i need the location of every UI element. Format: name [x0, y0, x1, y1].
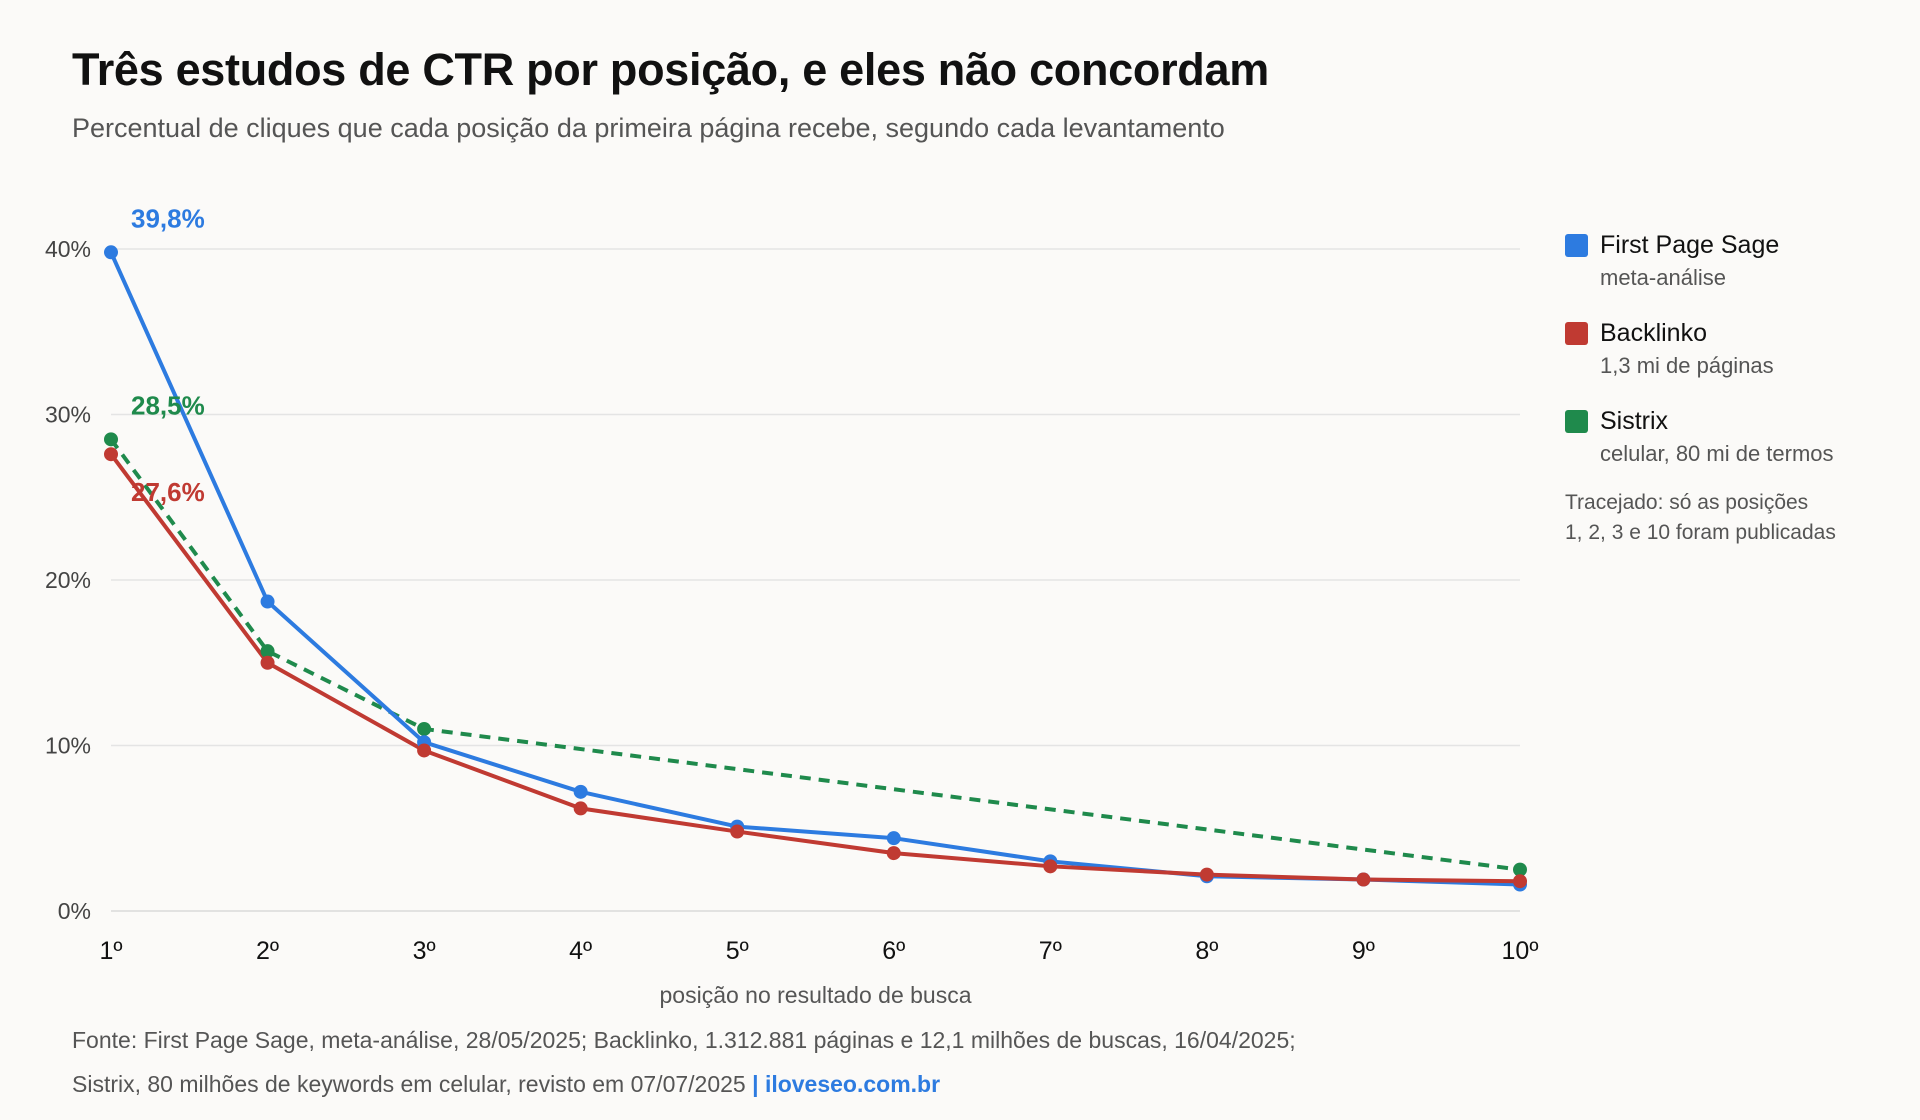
x-tick-label: 7º: [1039, 937, 1062, 965]
legend-name: Sistrix: [1600, 407, 1669, 435]
data-point: [417, 743, 432, 758]
data-point: [260, 644, 275, 659]
data-point: [1513, 862, 1527, 877]
x-tick-label: 10º: [1502, 937, 1539, 965]
legend-desc: meta-análise: [1600, 265, 1726, 290]
data-point: [104, 245, 118, 260]
chart-title: Três estudos de CTR por posição, e eles …: [72, 44, 1269, 95]
legend-desc: celular, 80 mi de termos: [1600, 441, 1834, 466]
data-point: [1199, 867, 1214, 882]
x-tick-label: 5º: [726, 937, 749, 965]
source-line-2: Sistrix, 80 milhões de keywords em celul…: [72, 1062, 1296, 1106]
data-label: 28,5%: [131, 390, 205, 420]
legend: First Page Sage meta-análise Backlinko 1…: [1565, 228, 1905, 548]
legend-note-line: 1, 2, 3 e 10 foram publicadas: [1565, 521, 1836, 544]
data-point: [886, 846, 901, 861]
data-point: [573, 784, 588, 799]
data-point: [1043, 859, 1058, 874]
legend-item-first-page-sage: First Page Sage meta-análise: [1565, 228, 1905, 316]
x-tick-label: 9º: [1352, 937, 1375, 965]
chart-subtitle: Percentual de cliques que cada posição d…: [72, 113, 1225, 143]
source-separator: |: [752, 1071, 759, 1097]
x-tick-label: 2º: [256, 937, 279, 965]
legend-note: Tracejado: só as posições 1, 2, 3 e 10 f…: [1565, 488, 1905, 548]
x-tick-label: 6º: [882, 937, 905, 965]
series-line-backlinko: [109, 452, 1522, 884]
data-point: [260, 594, 275, 609]
data-label: 39,8%: [131, 203, 205, 233]
data-point: [104, 432, 118, 447]
x-axis-label: posição no resultado de busca: [660, 982, 972, 1008]
source-text: Sistrix, 80 milhões de keywords em celul…: [72, 1071, 746, 1097]
y-tick-label: 30%: [45, 402, 91, 428]
data-point: [730, 824, 745, 839]
legend-swatch-sistrix: [1565, 410, 1588, 433]
x-tick-label: 3º: [413, 937, 436, 965]
source-line: Fonte: First Page Sage, meta-análise, 28…: [72, 1027, 1296, 1053]
source-note: Fonte: First Page Sage, meta-análise, 28…: [72, 1018, 1296, 1106]
y-tick-label: 20%: [45, 567, 91, 593]
data-point: [886, 831, 901, 846]
legend-note-line: Tracejado: só as posições: [1565, 491, 1809, 514]
legend-desc: 1,3 mi de páginas: [1600, 353, 1774, 378]
x-tick-label: 1º: [99, 937, 122, 965]
y-tick-label: 10%: [45, 733, 91, 759]
data-point: [417, 721, 432, 736]
x-tick-label: 4º: [569, 937, 592, 965]
legend-name: First Page Sage: [1600, 231, 1780, 259]
y-tick-label: 40%: [45, 236, 91, 262]
data-point: [104, 447, 118, 462]
legend-item-backlinko: Backlinko 1,3 mi de páginas: [1565, 316, 1905, 404]
x-tick-label: 8º: [1195, 937, 1218, 965]
legend-swatch-backlinko: [1565, 322, 1588, 345]
data-point: [1356, 872, 1371, 887]
legend-item-sistrix: Sistrix celular, 80 mi de termos: [1565, 404, 1905, 492]
source-site-link[interactable]: iloveseo.com.br: [764, 1071, 941, 1097]
y-tick-label: 0%: [58, 898, 91, 924]
legend-name: Backlinko: [1600, 319, 1707, 347]
data-point: [260, 655, 275, 670]
series-line-sistrix: [109, 438, 1521, 872]
legend-swatch-first-page-sage: [1565, 234, 1588, 257]
series-line-first-page-sage: [109, 250, 1522, 887]
data-label: 27,6%: [131, 477, 205, 507]
data-point: [1513, 874, 1527, 889]
data-point: [573, 801, 588, 816]
